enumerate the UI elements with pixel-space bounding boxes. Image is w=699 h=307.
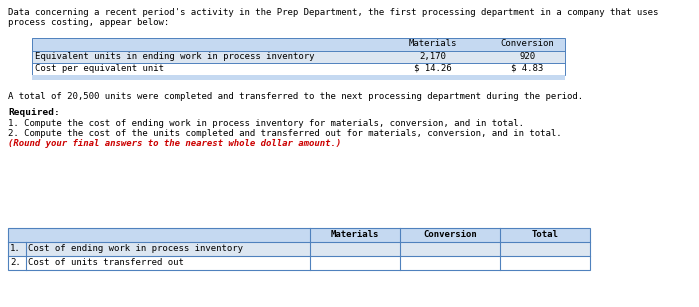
Bar (8, 242, 590, 256)
Text: A total of 20,500 units were completed and transferred to the next processing de: A total of 20,500 units were completed a… (8, 92, 583, 101)
Text: Required:: Required: (8, 108, 59, 117)
Text: 2. Compute the cost of the units completed and transferred out for materials, co: 2. Compute the cost of the units complet… (8, 129, 561, 138)
Text: Total: Total (531, 230, 559, 239)
Text: (Round your final answers to the nearest whole dollar amount.): (Round your final answers to the nearest… (8, 139, 341, 148)
Text: $ 14.26: $ 14.26 (414, 64, 452, 73)
Text: 920: 920 (519, 52, 535, 61)
Text: Conversion: Conversion (423, 230, 477, 239)
Text: Cost of units transferred out: Cost of units transferred out (28, 258, 184, 267)
Text: 1.: 1. (10, 244, 21, 253)
Text: Conversion: Conversion (500, 39, 554, 48)
Bar (8, 228, 590, 270)
Bar (32, 63, 565, 75)
Text: process costing, appear below:: process costing, appear below: (8, 18, 169, 27)
Text: 1. Compute the cost of ending work in process inventory for materials, conversio: 1. Compute the cost of ending work in pr… (8, 119, 524, 128)
Text: Cost per equivalent unit: Cost per equivalent unit (35, 64, 164, 73)
Bar (32, 38, 565, 75)
Bar (32, 51, 565, 63)
Text: Data concerning a recent period's activity in the Prep Department, the first pro: Data concerning a recent period's activi… (8, 8, 658, 17)
Text: Materials: Materials (331, 230, 379, 239)
Text: 2.: 2. (10, 258, 21, 267)
Text: $ 4.83: $ 4.83 (512, 64, 544, 73)
Text: Equivalent units in ending work in process inventory: Equivalent units in ending work in proce… (35, 52, 315, 61)
Bar (32, 75, 565, 80)
Bar (32, 38, 565, 51)
Bar (8, 228, 590, 242)
Bar (8, 256, 590, 270)
Text: Materials: Materials (408, 39, 456, 48)
Text: 2,170: 2,170 (419, 52, 446, 61)
Text: Cost of ending work in process inventory: Cost of ending work in process inventory (28, 244, 243, 253)
